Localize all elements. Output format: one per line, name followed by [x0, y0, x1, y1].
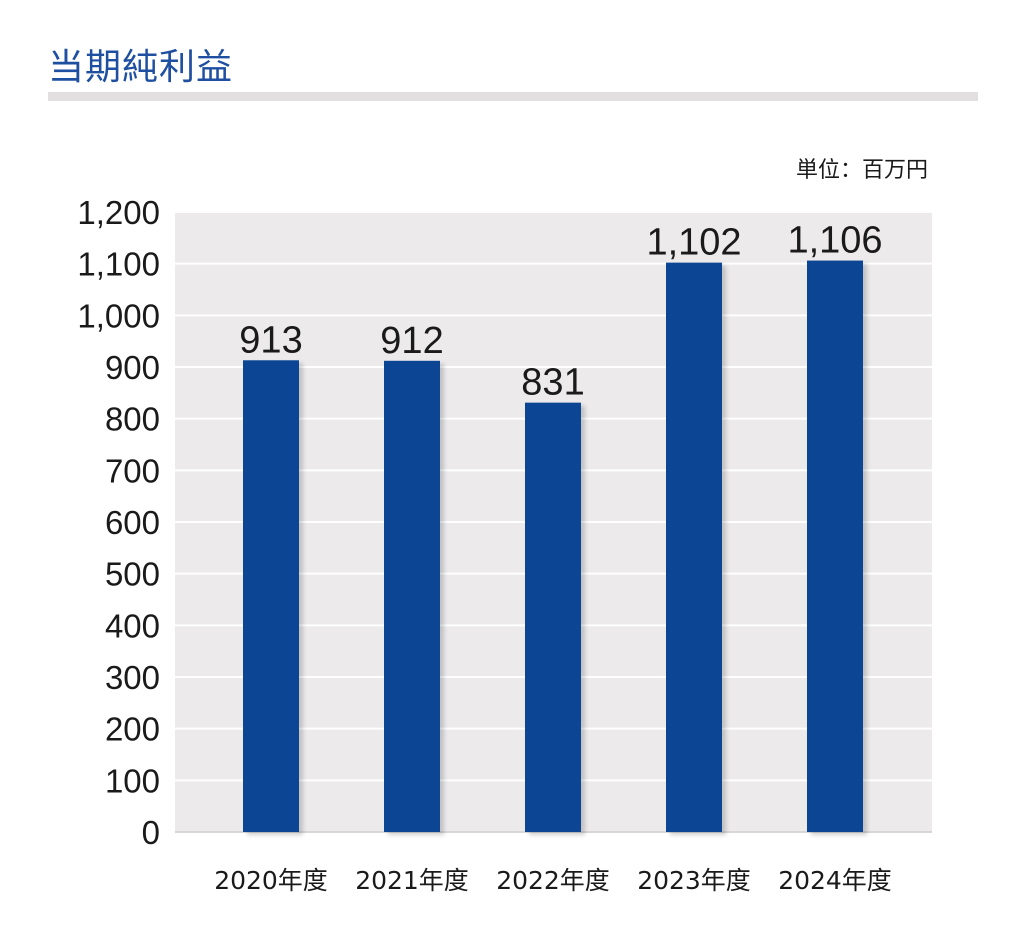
y-tick-label: 0	[142, 814, 160, 851]
bar	[384, 360, 440, 832]
x-tick-label: 2022年度	[496, 866, 610, 895]
y-tick-label: 1,100	[77, 246, 160, 283]
x-tick-label: 2024年度	[778, 866, 892, 895]
chart-title: 当期純利益	[48, 47, 234, 88]
y-tick-label: 200	[105, 711, 160, 748]
bar	[807, 260, 863, 833]
bar-value-label: 831	[521, 362, 584, 404]
bar-value-label: 913	[239, 319, 302, 361]
y-tick-label: 300	[105, 659, 160, 696]
y-tick-label: 900	[105, 349, 160, 386]
bar	[243, 360, 299, 832]
x-axis-ticks: 2020年度 2021年度 2022年度 2023年度 2024年度	[214, 866, 892, 895]
y-tick-label: 500	[105, 556, 160, 593]
bar-value-label: 1,102	[646, 222, 741, 264]
value-labels: 913 912 831 1,102 1,106	[239, 220, 882, 404]
bar	[666, 262, 722, 833]
x-tick-label: 2021年度	[355, 866, 469, 895]
bar-value-label: 1,106	[787, 220, 882, 262]
y-axis-ticks: 0 100 200 300 400 500 600 700 800 900 1,000 1,100 1,…	[77, 194, 160, 851]
y-tick-label: 600	[105, 504, 160, 541]
y-tick-label: 1,000	[77, 297, 160, 334]
y-tick-label: 700	[105, 452, 160, 489]
x-tick-label: 2020年度	[214, 866, 328, 895]
unit-label: 単位：百万円	[795, 158, 928, 183]
bar	[525, 402, 581, 832]
y-tick-label: 800	[105, 401, 160, 438]
bar-value-label: 912	[380, 320, 443, 362]
title-underline	[48, 92, 978, 101]
bars	[243, 260, 863, 833]
y-tick-label: 400	[105, 607, 160, 644]
x-tick-label: 2023年度	[637, 866, 751, 895]
y-tick-label: 1,200	[77, 194, 160, 231]
y-tick-label: 100	[105, 762, 160, 799]
